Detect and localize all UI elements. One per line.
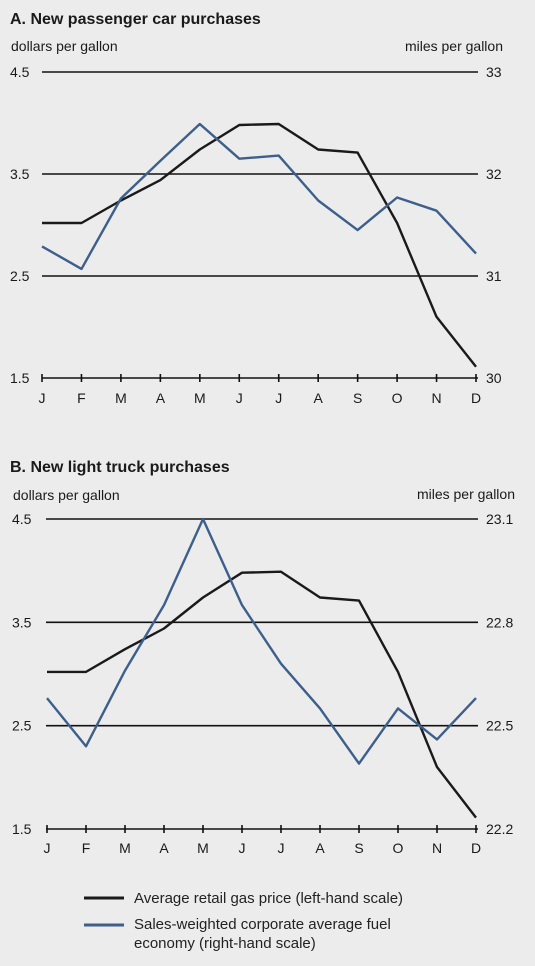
panel-b-month-label: N [432, 840, 442, 856]
panel-b-fuel-economy-line [46, 517, 477, 765]
panel-a-month-label: N [431, 390, 441, 406]
panel-b-month-label: A [315, 840, 325, 856]
panel-b-gas-price-line [47, 570, 477, 819]
panel-b-chart: B. New light truck purchases dollars per… [10, 459, 515, 856]
panel-a-right-tick-label: 30 [486, 370, 502, 386]
panel-b-month-label: M [119, 840, 131, 856]
panel-b-right-tick-label: 22.5 [486, 718, 513, 734]
panel-b-left-tick-label: 3.5 [12, 614, 32, 630]
panel-b-month-label: D [471, 840, 481, 856]
panel-b-left-axis-label: dollars per gallon [13, 487, 120, 503]
panel-b-month-label: J [44, 840, 51, 856]
panel-b-month-label: J [239, 840, 246, 856]
panel-a-left-tick-label: 4.5 [10, 64, 30, 80]
panel-a-chart: A. New passenger car purchases dollars p… [10, 11, 503, 406]
panel-b-right-axis-label: miles per gallon [417, 486, 515, 502]
panel-a-month-label: M [115, 390, 127, 406]
panel-b-left-tick-label: 1.5 [12, 821, 32, 837]
panel-a-left-tick-label: 2.5 [10, 268, 30, 284]
legend-label-fuel-economy-line2: economy (right-hand scale) [134, 935, 316, 952]
panel-a-left-axis-label: dollars per gallon [11, 38, 118, 54]
panel-b-right-tick-label: 22.8 [486, 614, 513, 630]
panel-a-fuel-economy-line [41, 122, 477, 271]
panel-b-left-tick-label: 2.5 [12, 718, 32, 734]
panel-a-month-label: A [156, 390, 166, 406]
legend-label-fuel-economy-line1: Sales-weighted corporate average fuel [134, 916, 391, 933]
panel-b-title: B. New light truck purchases [10, 459, 230, 476]
panel-a-right-axis-label: miles per gallon [405, 38, 503, 54]
panel-a-month-label: S [353, 390, 362, 406]
panel-a-month-label: A [314, 390, 324, 406]
panel-a-month-label: J [236, 390, 243, 406]
panel-a-right-tick-label: 33 [486, 64, 502, 80]
panel-a-right-tick-label: 31 [486, 268, 502, 284]
panel-a-month-label: O [392, 390, 403, 406]
panel-a-left-tick-label: 1.5 [10, 370, 30, 386]
panel-b-month-label: J [278, 840, 285, 856]
panel-a-right-tick-label: 32 [486, 166, 502, 182]
panel-b-month-label: M [197, 840, 209, 856]
panel-b-month-label: A [159, 840, 169, 856]
panel-b-month-label: S [354, 840, 363, 856]
legend-label-gas-price: Average retail gas price (left-hand scal… [134, 890, 403, 907]
panel-a-month-label: M [194, 390, 206, 406]
panel-b-right-tick-label: 22.2 [486, 821, 513, 837]
panel-a-month-label: J [275, 390, 282, 406]
panel-b-month-label: F [82, 840, 91, 856]
panel-a-title: A. New passenger car purchases [10, 11, 261, 28]
panel-a-gas-price-line [42, 122, 477, 368]
panel-a-month-label: J [39, 390, 46, 406]
panel-a-month-label: F [77, 390, 86, 406]
legend: Average retail gas price (left-hand scal… [84, 890, 403, 952]
panel-b-left-tick-label: 4.5 [12, 511, 32, 527]
panel-b-right-tick-label: 23.1 [486, 511, 513, 527]
panel-b-month-label: O [393, 840, 404, 856]
panel-a-month-label: D [471, 390, 481, 406]
panel-a-left-tick-label: 3.5 [10, 166, 30, 182]
